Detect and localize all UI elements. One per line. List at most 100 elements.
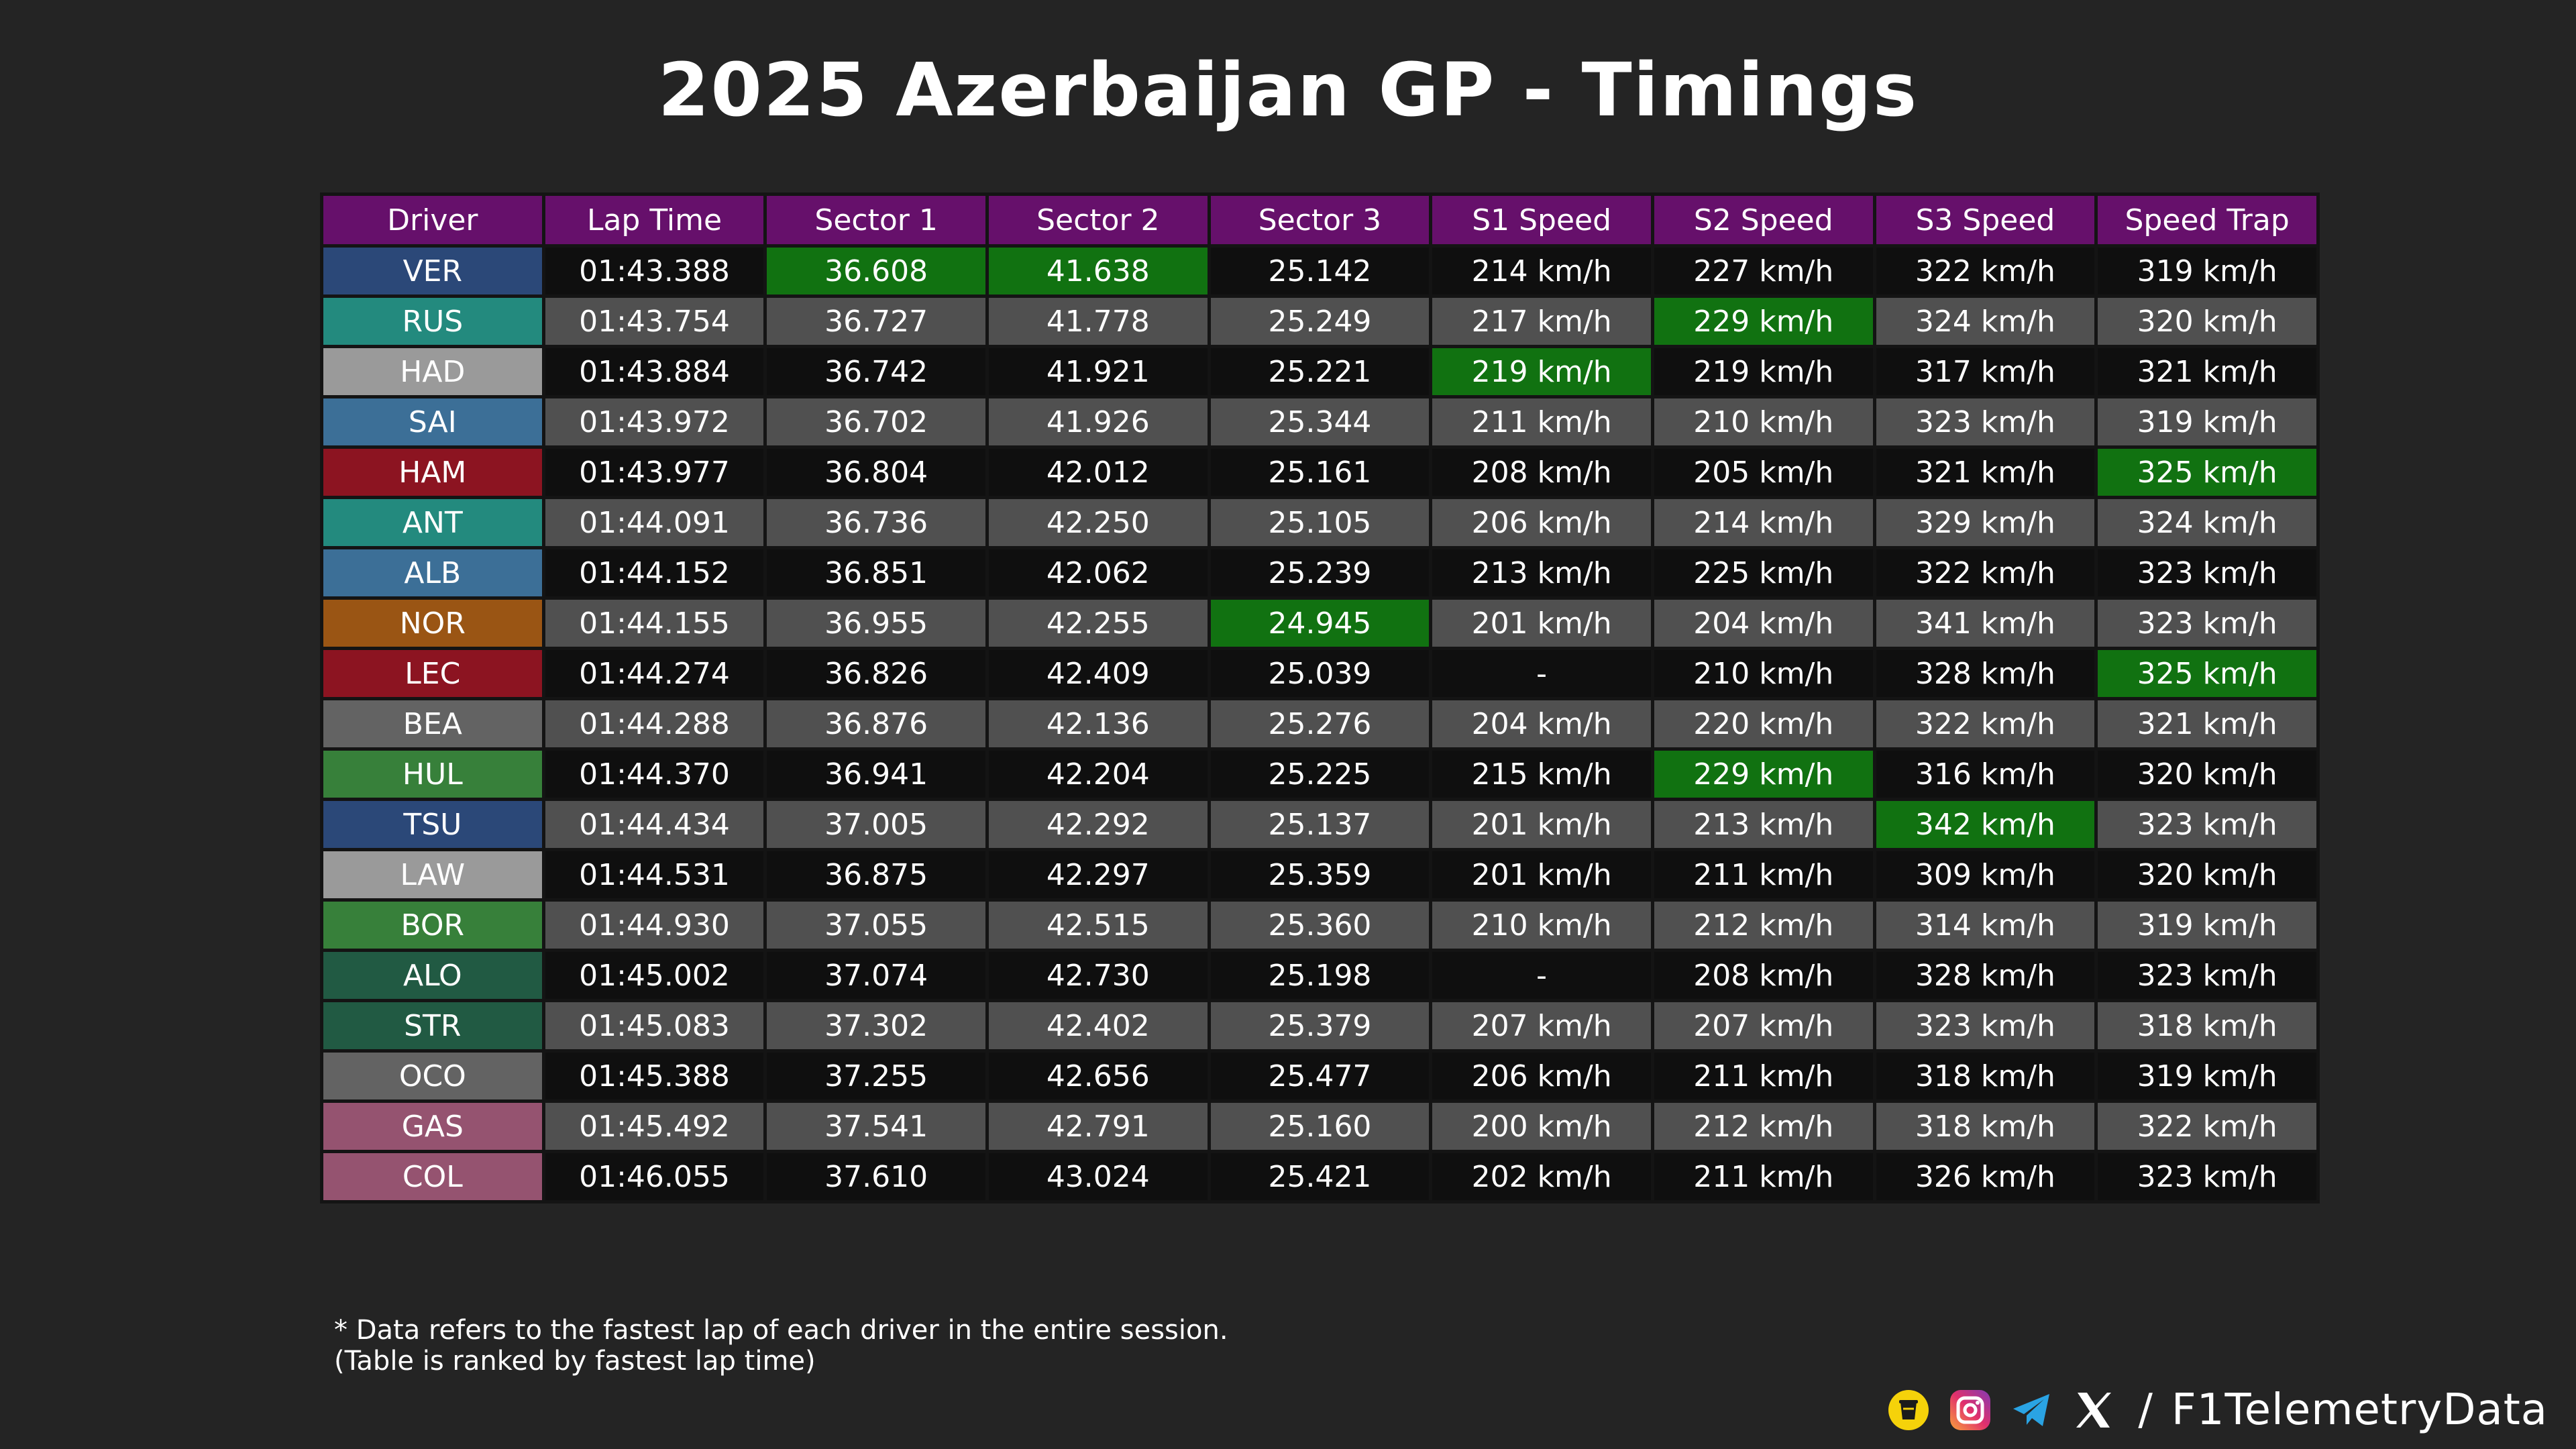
s2-speed-cell: 207 km/h (1650, 999, 1876, 1053)
table-row: ALO 01:45.002 37.074 42.730 25.198-208 km/h 3… (320, 949, 2320, 1002)
s1-speed-cell: 201 km/h (1429, 848, 1654, 902)
table-row: HAM 01:43.977 36.804 42.012 25.161 208 km/h 20… (320, 445, 2320, 499)
sector-2-cell: 42.062 (985, 546, 1211, 600)
x-logo-icon[interactable] (2072, 1389, 2115, 1432)
sector-2-cell: 42.250 (985, 496, 1211, 549)
driver-cell: SAI (320, 395, 545, 449)
s3-speed-cell: 317 km/h (1872, 345, 2098, 398)
table-row: NOR 01:44.155 36.955 42.255 24.945 201 km/h 20… (320, 596, 2320, 650)
driver-cell: NOR (320, 596, 545, 650)
driver-cell: COL (320, 1150, 545, 1203)
sector-1-cell: 36.955 (763, 596, 989, 650)
sector-3-cell: 25.160 (1207, 1099, 1433, 1153)
driver-cell: LEC (320, 647, 545, 700)
sector-1-cell: 37.541 (763, 1099, 989, 1153)
footer-handle[interactable]: F1TelemetryData (2171, 1385, 2548, 1435)
telegram-icon[interactable] (2010, 1389, 2053, 1432)
s2-speed-cell: 208 km/h (1650, 949, 1876, 1002)
sector-1-cell: 37.074 (763, 949, 989, 1002)
s1-speed-cell: 215 km/h (1429, 747, 1654, 801)
sector-2-cell: 42.136 (985, 697, 1211, 751)
s1-speed-cell: 219 km/h (1429, 345, 1654, 398)
sector-2-cell: 42.255 (985, 596, 1211, 650)
s3-speed-cell: 321 km/h (1872, 445, 2098, 499)
s3-speed-cell: 322 km/h (1872, 697, 2098, 751)
footer-slash: / (2138, 1385, 2153, 1435)
sector-2-cell: 41.921 (985, 345, 1211, 398)
lap-time-cell: 01:43.754 (541, 294, 767, 348)
sector-1-cell: 36.804 (763, 445, 989, 499)
sector-3-cell: 25.477 (1207, 1049, 1433, 1103)
s2-speed-cell: 212 km/h (1650, 1099, 1876, 1153)
s3-speed-cell: 323 km/h (1872, 999, 2098, 1053)
speed-trap-cell: 320 km/h (2094, 294, 2320, 348)
driver-cell: LAW (320, 848, 545, 902)
column-header-driver: Driver (320, 193, 545, 248)
sector-3-cell: 25.137 (1207, 798, 1433, 851)
kofi-cup-icon[interactable] (1887, 1389, 1930, 1432)
driver-cell: HAD (320, 345, 545, 398)
s1-speed-cell: 206 km/h (1429, 496, 1654, 549)
s1-speed-cell: 208 km/h (1429, 445, 1654, 499)
sector-1-cell: 37.005 (763, 798, 989, 851)
sector-1-cell: 36.826 (763, 647, 989, 700)
sector-3-cell: 25.360 (1207, 898, 1433, 952)
s3-speed-cell: 329 km/h (1872, 496, 2098, 549)
sector-3-cell: 25.344 (1207, 395, 1433, 449)
table-row: BOR 01:44.930 37.055 42.515 25.360 210 km/h 21… (320, 898, 2320, 952)
driver-cell: VER (320, 244, 545, 298)
sector-2-cell: 42.515 (985, 898, 1211, 952)
sector-1-cell: 36.608 (763, 244, 989, 298)
sector-2-cell: 42.409 (985, 647, 1211, 700)
sector-2-cell: 42.402 (985, 999, 1211, 1053)
column-header-sector-1: Sector 1 (763, 193, 989, 248)
s1-speed-cell: 207 km/h (1429, 999, 1654, 1053)
s3-speed-cell: 326 km/h (1872, 1150, 2098, 1203)
lap-time-cell: 01:43.884 (541, 345, 767, 398)
speed-trap-cell: 319 km/h (2094, 898, 2320, 952)
s3-speed-cell: 316 km/h (1872, 747, 2098, 801)
speed-trap-cell: 324 km/h (2094, 496, 2320, 549)
s1-speed-cell: 217 km/h (1429, 294, 1654, 348)
table-row: BEA 01:44.288 36.876 42.136 25.276 204 km/h 22… (320, 697, 2320, 751)
s1-speed-cell: 201 km/h (1429, 596, 1654, 650)
s3-speed-cell: 342 km/h (1872, 798, 2098, 851)
sector-1-cell: 37.302 (763, 999, 989, 1053)
lap-time-cell: 01:46.055 (541, 1150, 767, 1203)
table-row: ANT 01:44.091 36.736 42.250 25.105 206 km/h 21… (320, 496, 2320, 549)
sector-2-cell: 43.024 (985, 1150, 1211, 1203)
driver-cell: STR (320, 999, 545, 1053)
sector-3-cell: 25.221 (1207, 345, 1433, 398)
s2-speed-cell: 213 km/h (1650, 798, 1876, 851)
s1-speed-cell: 200 km/h (1429, 1099, 1654, 1153)
lap-time-cell: 01:44.274 (541, 647, 767, 700)
table-row: STR 01:45.083 37.302 42.402 25.379 207 km/h 20… (320, 999, 2320, 1053)
social-footer: / F1TelemetryData (1887, 1383, 2548, 1437)
s1-speed-cell: 214 km/h (1429, 244, 1654, 298)
driver-cell: HUL (320, 747, 545, 801)
table-body: VER 01:43.388 36.608 41.638 25.142 214 km/h 22… (320, 244, 2320, 1203)
column-header-speed-trap: Speed Trap (2094, 193, 2320, 248)
driver-cell: BOR (320, 898, 545, 952)
footnote-line-1: * Data refers to the fastest lap of each… (334, 1315, 1228, 1346)
speed-trap-cell: 323 km/h (2094, 949, 2320, 1002)
table-header-row: Driver Lap Time Sector 1 Sector 2 Sector… (320, 193, 2320, 248)
table-row: RUS 01:43.754 36.727 41.778 25.249 217 km/h 22… (320, 294, 2320, 348)
s3-speed-cell: 322 km/h (1872, 546, 2098, 600)
s3-speed-cell: 322 km/h (1872, 244, 2098, 298)
s3-speed-cell: 309 km/h (1872, 848, 2098, 902)
s2-speed-cell: 211 km/h (1650, 1150, 1876, 1203)
sector-2-cell: 42.656 (985, 1049, 1211, 1103)
sector-2-cell: 41.778 (985, 294, 1211, 348)
driver-cell: TSU (320, 798, 545, 851)
s1-speed-cell: 213 km/h (1429, 546, 1654, 600)
lap-time-cell: 01:44.930 (541, 898, 767, 952)
footnote: * Data refers to the fastest lap of each… (334, 1315, 1228, 1377)
lap-time-cell: 01:44.288 (541, 697, 767, 751)
table-row: HAD 01:43.884 36.742 41.921 25.221 219 km/h 21… (320, 345, 2320, 398)
column-header-s3-speed: S3 Speed (1872, 193, 2098, 248)
sector-1-cell: 36.851 (763, 546, 989, 600)
s2-speed-cell: 229 km/h (1650, 294, 1876, 348)
instagram-icon[interactable] (1949, 1389, 1992, 1432)
s3-speed-cell: 324 km/h (1872, 294, 2098, 348)
